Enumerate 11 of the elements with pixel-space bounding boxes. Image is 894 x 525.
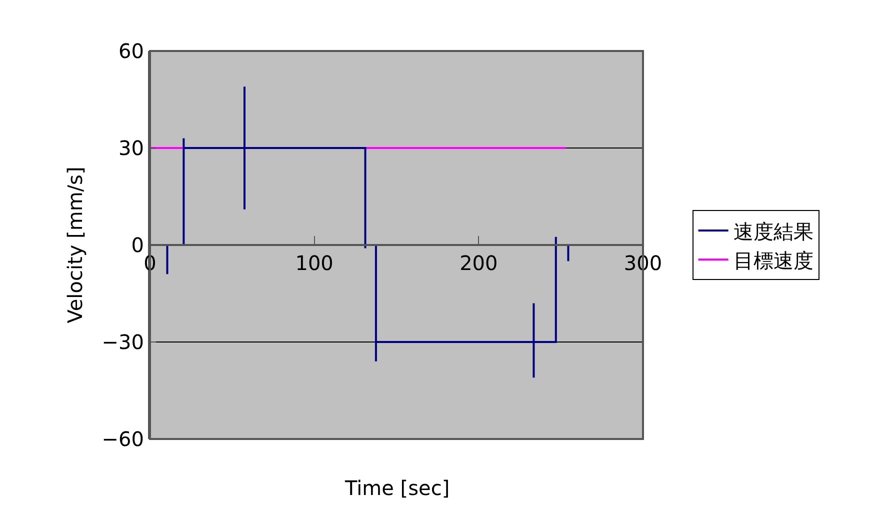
- x-axis-title: Time [sec]: [344, 476, 450, 500]
- x-tick-label: 200: [460, 251, 498, 275]
- y-tick-label: 0: [131, 233, 144, 257]
- legend-label: 目標速度: [733, 248, 814, 272]
- y-tick-label: 60: [118, 39, 144, 63]
- y-tick-label: −30: [102, 330, 144, 354]
- y-tick-label: 30: [118, 136, 144, 160]
- y-tick-label: −60: [102, 427, 144, 451]
- legend-label: 速度結果: [733, 219, 814, 244]
- x-tick-label: 100: [295, 251, 334, 275]
- y-axis-title: Velocity [mm/s]: [62, 166, 87, 324]
